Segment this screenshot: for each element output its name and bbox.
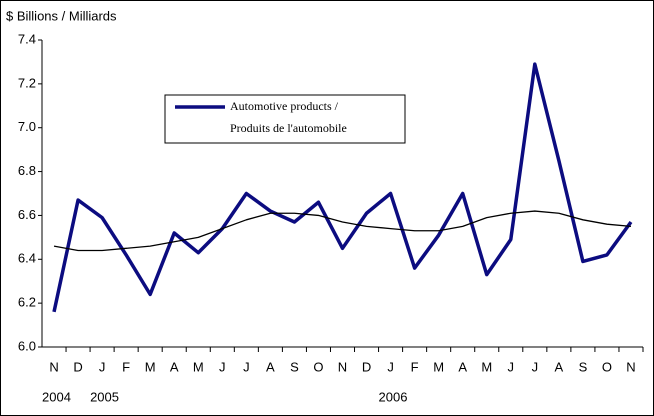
year-label: 2006 xyxy=(379,389,408,404)
x-tick-label: F xyxy=(411,359,419,374)
series-line xyxy=(52,62,633,313)
x-tick-label: O xyxy=(313,359,323,374)
x-tick-label: M xyxy=(433,359,444,374)
x-tick-label: S xyxy=(579,359,588,374)
x-tick-label: D xyxy=(73,359,82,374)
legend-box xyxy=(164,94,406,144)
x-tick-label: J xyxy=(508,359,515,374)
y-tick-label: 7.0 xyxy=(18,119,36,134)
x-tick-label: F xyxy=(122,359,130,374)
x-tick-label: A xyxy=(170,359,179,374)
x-tick-label: M xyxy=(145,359,156,374)
y-tick-label: 7.4 xyxy=(18,31,36,46)
x-tick-label: O xyxy=(602,359,612,374)
y-tick-label: 6.8 xyxy=(18,163,36,178)
x-tick-label: S xyxy=(290,359,299,374)
year-label: 2005 xyxy=(90,389,119,404)
x-tick-label: D xyxy=(362,359,371,374)
x-tick-label: J xyxy=(219,359,226,374)
x-tick-label: N xyxy=(49,359,58,374)
year-label: 2004 xyxy=(42,389,71,404)
x-tick-label: N xyxy=(338,359,347,374)
y-tick-label: 6.0 xyxy=(18,338,36,353)
y-tick-label: 6.2 xyxy=(18,295,36,310)
legend-label: Automotive products / Produits de l'autom… xyxy=(230,99,347,135)
x-tick-label: A xyxy=(555,359,564,374)
x-tick-label: M xyxy=(193,359,204,374)
x-tick-label: J xyxy=(243,359,250,374)
x-tick-label: A xyxy=(266,359,275,374)
y-axis-title: $ Billions / Milliards xyxy=(6,8,117,23)
x-tick-label: N xyxy=(626,359,635,374)
x-tick-label: A xyxy=(458,359,467,374)
y-tick-label: 6.4 xyxy=(18,251,36,266)
x-tick-label: J xyxy=(387,359,394,374)
series-line xyxy=(53,210,632,252)
x-tick-label: J xyxy=(99,359,106,374)
y-tick-label: 6.6 xyxy=(18,207,36,222)
x-tick-label: J xyxy=(532,359,539,374)
y-tick-label: 7.2 xyxy=(18,75,36,90)
x-tick-label: M xyxy=(481,359,492,374)
